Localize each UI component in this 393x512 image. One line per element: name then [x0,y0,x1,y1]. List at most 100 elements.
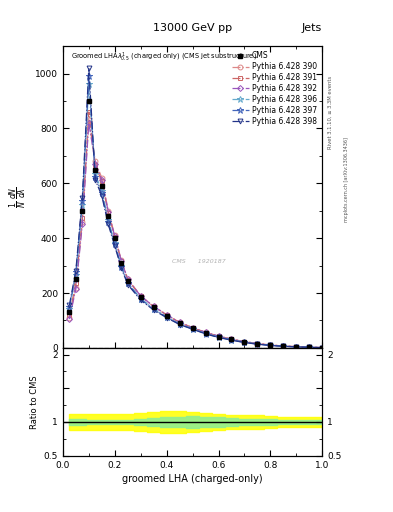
Pythia 6.428 396 [294,344,299,350]
Pythia 6.428 396 [268,342,273,348]
Text: Jets: Jets [302,23,322,33]
CMS [73,276,78,283]
Pythia 6.428 397 [67,304,72,310]
Pythia 6.428 391 [119,258,123,264]
CMS [203,330,208,336]
Pythia 6.428 390 [151,303,156,309]
Pythia 6.428 391 [112,233,117,240]
Pythia 6.428 391 [151,304,156,310]
Pythia 6.428 397 [119,264,123,270]
Pythia 6.428 392 [67,316,72,322]
Pythia 6.428 398 [106,221,111,227]
Pythia 6.428 391 [93,162,98,168]
Pythia 6.428 391 [268,342,273,348]
Pythia 6.428 391 [106,210,111,216]
CMS [80,208,85,214]
Text: mcplots.cern.ch [arXiv:1306.3436]: mcplots.cern.ch [arXiv:1306.3436] [344,137,349,222]
Pythia 6.428 392 [119,258,123,264]
Pythia 6.428 396 [216,334,221,340]
Pythia 6.428 390 [73,285,78,291]
Line: Pythia 6.428 397: Pythia 6.428 397 [66,73,325,351]
Pythia 6.428 390 [281,343,286,349]
Pythia 6.428 390 [190,325,195,331]
Pythia 6.428 392 [294,344,299,350]
Pythia 6.428 391 [73,281,78,287]
Pythia 6.428 392 [177,319,182,326]
Pythia 6.428 398 [255,341,260,347]
Pythia 6.428 398 [80,195,85,201]
Pythia 6.428 398 [125,282,130,288]
Pythia 6.428 392 [80,221,85,227]
Pythia 6.428 391 [138,293,143,300]
Pythia 6.428 391 [190,325,195,331]
Pythia 6.428 391 [242,339,247,345]
Pythia 6.428 390 [67,315,72,321]
Pythia 6.428 392 [268,342,273,348]
Pythia 6.428 398 [73,267,78,273]
Pythia 6.428 392 [281,343,286,349]
Pythia 6.428 390 [268,342,273,348]
Line: Pythia 6.428 396: Pythia 6.428 396 [66,81,325,351]
Pythia 6.428 396 [177,321,182,327]
Pythia 6.428 397 [216,334,221,340]
Pythia 6.428 390 [86,117,91,123]
Pythia 6.428 392 [73,286,78,292]
Pythia 6.428 396 [164,313,169,319]
Pythia 6.428 397 [294,344,299,350]
Pythia 6.428 391 [67,312,72,318]
CMS [320,345,325,351]
Pythia 6.428 397 [99,190,104,197]
Pythia 6.428 396 [106,217,111,223]
Pythia 6.428 391 [99,178,104,184]
Pythia 6.428 392 [203,329,208,335]
Pythia 6.428 390 [125,275,130,282]
Pythia 6.428 391 [177,319,182,326]
CMS [190,325,195,331]
Pythia 6.428 396 [255,341,260,347]
Pythia 6.428 398 [164,315,169,321]
Line: Pythia 6.428 390: Pythia 6.428 390 [67,118,325,350]
Pythia 6.428 398 [294,344,299,350]
Pythia 6.428 390 [164,312,169,318]
Pythia 6.428 398 [119,265,123,271]
Pythia 6.428 398 [86,65,91,71]
Pythia 6.428 392 [255,340,260,347]
X-axis label: groomed LHA (charged-only): groomed LHA (charged-only) [122,474,263,484]
Pythia 6.428 391 [307,344,312,350]
Pythia 6.428 398 [268,343,273,349]
Pythia 6.428 390 [216,333,221,339]
Pythia 6.428 397 [268,343,273,349]
Text: CMS      1920187: CMS 1920187 [172,260,226,264]
CMS [86,98,91,104]
Pythia 6.428 392 [229,336,234,342]
Pythia 6.428 397 [242,339,247,346]
Pythia 6.428 392 [216,333,221,339]
Pythia 6.428 397 [125,281,130,287]
Pythia 6.428 392 [125,276,130,283]
Pythia 6.428 396 [112,240,117,246]
CMS [294,344,299,350]
Pythia 6.428 398 [190,326,195,332]
CMS [151,304,156,310]
Pythia 6.428 390 [307,344,312,350]
Pythia 6.428 398 [112,243,117,249]
Pythia 6.428 390 [119,257,123,263]
Pythia 6.428 392 [151,304,156,310]
Pythia 6.428 396 [67,306,72,312]
Pythia 6.428 390 [255,340,260,347]
Pythia 6.428 396 [119,263,123,269]
Pythia 6.428 391 [320,345,325,351]
Pythia 6.428 397 [320,345,325,351]
Pythia 6.428 396 [307,344,312,350]
Pythia 6.428 391 [203,329,208,335]
CMS [106,213,111,219]
Pythia 6.428 391 [255,340,260,347]
Text: 13000 GeV pp: 13000 GeV pp [153,23,232,33]
CMS [255,340,260,347]
Pythia 6.428 398 [151,307,156,313]
Pythia 6.428 396 [86,81,91,88]
CMS [229,336,234,343]
Pythia 6.428 390 [93,158,98,164]
Pythia 6.428 390 [229,336,234,342]
Pythia 6.428 392 [106,209,111,215]
